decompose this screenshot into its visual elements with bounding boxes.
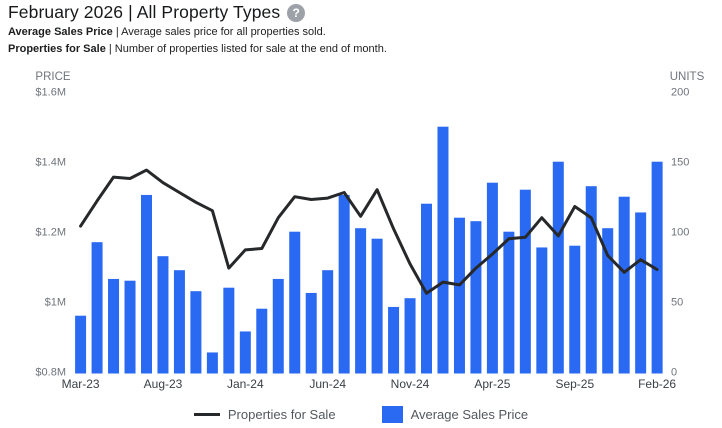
x-axis-tick-Feb-26: Feb-26 <box>638 377 676 391</box>
metric-label: Average Sales Price <box>8 26 113 38</box>
bar-Jan-26[interactable] <box>635 212 647 374</box>
bar-Mar-23[interactable] <box>75 315 87 374</box>
bar-Sep-25[interactable] <box>569 245 581 374</box>
y-axis-units-tick: 50 <box>671 297 683 309</box>
y-axis-price-tick: $1.4M <box>35 157 66 169</box>
bar-Feb-25[interactable] <box>453 217 465 374</box>
bar-Jun-23[interactable] <box>124 280 136 374</box>
bar-Oct-24[interactable] <box>388 306 400 374</box>
metric-desc: | Average sales price for all properties… <box>115 26 326 38</box>
left-axis-title: PRICE <box>35 71 70 83</box>
bar-swatch-icon <box>381 406 403 423</box>
chart-header: February 2026 | All Property Types ? Ave… <box>8 2 708 56</box>
metric-description-avg-sales-price: Average Sales Price | Average sales pric… <box>8 26 708 40</box>
bar-Mar-25[interactable] <box>470 221 482 374</box>
right-axis-title: UNITS <box>670 71 705 83</box>
bar-Dec-25[interactable] <box>618 196 630 374</box>
bar-Dec-24[interactable] <box>421 203 433 374</box>
help-icon[interactable]: ? <box>287 3 306 22</box>
x-axis-tick-Jan-24: Jan-24 <box>227 377 264 391</box>
legend-average-sales-price[interactable]: Average Sales Price <box>381 406 529 423</box>
bar-Aug-25[interactable] <box>552 161 564 374</box>
x-axis-tick-Aug-23: Aug-23 <box>144 377 183 391</box>
line-swatch-icon <box>193 413 220 416</box>
properties-for-sale-line[interactable] <box>79 168 659 295</box>
bar-Apr-24[interactable] <box>289 231 301 374</box>
bar-Apr-25[interactable] <box>486 182 498 374</box>
y-axis-units-tick: 100 <box>671 227 689 239</box>
metric-description-properties-for-sale: Properties for Sale | Number of properti… <box>8 43 708 57</box>
bar-Mar-24[interactable] <box>272 278 284 374</box>
x-axis-tick-Mar-23: Mar-23 <box>62 377 100 391</box>
y-axis-price-tick: $1.6M <box>35 87 66 99</box>
bar-Jul-25[interactable] <box>536 247 548 374</box>
bar-Sep-24[interactable] <box>371 238 383 374</box>
bar-Jul-24[interactable] <box>338 194 350 374</box>
bar-Jul-23[interactable] <box>140 194 152 374</box>
x-axis-tick-Nov-24: Nov-24 <box>391 377 430 391</box>
bar-Nov-25[interactable] <box>602 228 614 374</box>
page-title: February 2026 | All Property Types <box>8 2 281 22</box>
metric-label: Properties for Sale <box>8 42 106 55</box>
y-axis-units-tick: 200 <box>671 87 689 99</box>
y-axis-price-tick: $1.2M <box>35 227 66 239</box>
bar-Oct-25[interactable] <box>585 186 597 374</box>
metric-desc: | Number of properties listed for sale a… <box>108 42 387 55</box>
bar-Feb-24[interactable] <box>256 308 268 374</box>
bar-Dec-23[interactable] <box>223 287 235 374</box>
y-axis-units-tick: 0 <box>671 367 677 379</box>
bar-Feb-26[interactable] <box>651 161 663 374</box>
bar-Jun-25[interactable] <box>519 189 531 374</box>
bar-May-23[interactable] <box>108 278 120 374</box>
bar-Aug-23[interactable] <box>157 256 169 374</box>
bar-Nov-24[interactable] <box>404 298 416 374</box>
bar-May-25[interactable] <box>503 231 515 374</box>
y-axis-price-tick: $1M <box>45 297 66 309</box>
legend-label: Average Sales Price <box>410 407 529 422</box>
bar-Sep-23[interactable] <box>173 270 185 374</box>
bar-Oct-23[interactable] <box>190 291 202 374</box>
chart-legend: Properties for Sale Average Sales Price <box>0 406 722 423</box>
y-axis-price-tick: $0.8M <box>35 367 66 379</box>
legend-label: Properties for Sale <box>227 407 336 422</box>
bar-Apr-23[interactable] <box>91 242 103 374</box>
y-axis-units-tick: 150 <box>671 157 689 169</box>
bar-May-24[interactable] <box>305 292 317 374</box>
bar-Jan-24[interactable] <box>239 331 251 374</box>
bar-Nov-23[interactable] <box>206 352 218 374</box>
legend-properties-for-sale[interactable]: Properties for Sale <box>193 407 336 422</box>
x-axis-tick-Sep-25: Sep-25 <box>555 377 594 391</box>
bar-Aug-24[interactable] <box>355 228 367 374</box>
bar-Jan-25[interactable] <box>437 126 449 374</box>
x-axis-tick-Apr-25: Apr-25 <box>474 377 510 391</box>
bar-Jun-24[interactable] <box>322 270 334 374</box>
x-axis-tick-Jun-24: Jun-24 <box>309 377 346 391</box>
